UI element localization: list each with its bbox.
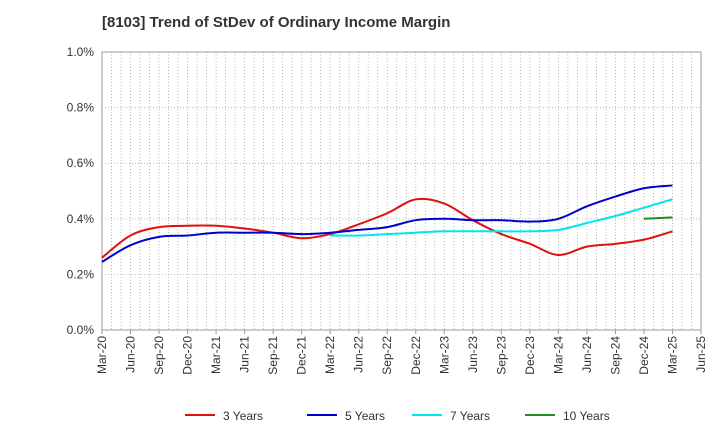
grid xyxy=(102,52,701,330)
x-tick-label: Sep-22 xyxy=(380,336,394,375)
y-tick-label: 0.6% xyxy=(67,156,95,170)
legend: 3 Years 5 Years 7 Years 10 Years xyxy=(185,409,610,423)
series-line-10-years xyxy=(643,216,673,220)
x-tick-label: Dec-23 xyxy=(523,336,537,375)
y-tick-label: 0.4% xyxy=(67,212,95,226)
y-tick-label: 1.0% xyxy=(67,45,95,59)
x-tick-label: Dec-24 xyxy=(637,336,651,375)
legend-label: 5 Years xyxy=(345,409,385,423)
x-tick-label: Jun-21 xyxy=(238,336,252,373)
x-tick-label: Sep-21 xyxy=(266,336,280,375)
x-tick-label: Mar-24 xyxy=(551,336,565,374)
x-tick-label: Sep-20 xyxy=(152,336,166,375)
x-tick-label: Mar-23 xyxy=(437,336,451,374)
x-tick-label: Mar-21 xyxy=(209,336,223,374)
chart-title: [8103] Trend of StDev of Ordinary Income… xyxy=(102,14,451,31)
x-axis: Mar-20 Jun-20 Sep-20 Dec-20 Mar-21 Jun-21 Sep-… xyxy=(95,330,708,375)
legend-label: 10 Years xyxy=(563,409,610,423)
x-tick-label: Jun-25 xyxy=(694,336,708,373)
y-tick-label: 0.2% xyxy=(67,267,95,281)
x-tick-label: Dec-21 xyxy=(295,336,309,375)
x-tick-label: Sep-23 xyxy=(494,336,508,375)
y-tick-label: 0.8% xyxy=(67,101,95,115)
x-tick-label: Jun-22 xyxy=(352,336,366,373)
x-tick-label: Mar-22 xyxy=(323,336,337,374)
plot-area xyxy=(101,51,702,331)
y-axis: 0.0% 0.2% 0.4% 0.6% 0.8% 1.0% xyxy=(67,45,95,337)
series-lines xyxy=(101,184,673,263)
series-line-3-years xyxy=(101,197,673,259)
x-tick-label: Dec-20 xyxy=(181,336,195,375)
x-tick-label: Jun-23 xyxy=(466,336,480,373)
x-tick-label: Jun-20 xyxy=(124,336,138,373)
legend-label: 3 Years xyxy=(223,409,263,423)
x-tick-label: Jun-24 xyxy=(580,336,594,373)
x-tick-label: Dec-22 xyxy=(409,336,423,375)
series-line-7-years xyxy=(330,198,673,237)
series-line-5-years xyxy=(101,184,673,263)
x-tick-label: Sep-24 xyxy=(608,336,622,375)
x-tick-label: Mar-25 xyxy=(665,336,679,374)
legend-label: 7 Years xyxy=(450,409,490,423)
x-tick-label: Mar-20 xyxy=(95,336,109,374)
y-tick-label: 0.0% xyxy=(67,323,95,337)
